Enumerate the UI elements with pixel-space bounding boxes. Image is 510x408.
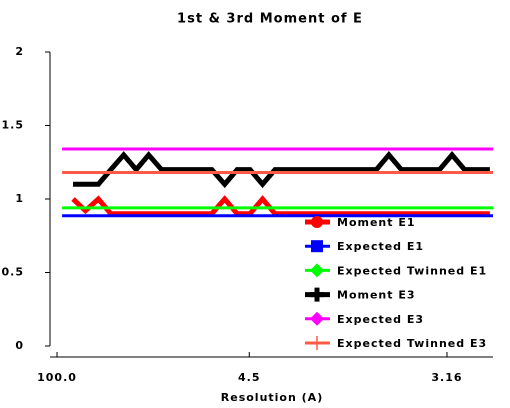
legend-entry: Expected E3: [305, 311, 424, 326]
legend-entry: Expected Twinned E3: [305, 336, 487, 350]
legend-marker: [311, 216, 323, 228]
legend-marker: [311, 240, 323, 253]
legend-label: Expected Twinned E1: [337, 264, 487, 277]
x-tick-label: 4.5: [238, 371, 261, 384]
legend-label: Moment E3: [337, 289, 416, 302]
y-tick-label: 0: [15, 339, 24, 352]
x-axis-label: Resolution (A): [221, 391, 323, 404]
y-tick-label: 0.5: [2, 266, 25, 279]
legend-marker: [310, 287, 324, 302]
series-line: [73, 151, 490, 189]
y-tick-label: 1.5: [2, 119, 25, 132]
legend-entry: Moment E1: [305, 216, 416, 229]
legend-entry: Moment E3: [305, 287, 416, 302]
series-line: [71, 195, 490, 217]
legend-marker: [310, 311, 324, 326]
legend-label: Expected Twinned E3: [337, 337, 487, 350]
x-tick-label: 3.16: [431, 371, 462, 384]
x-tick-label: 100.0: [37, 371, 77, 384]
legend-label: Moment E1: [337, 216, 416, 229]
legend-entry: Expected E1: [305, 240, 424, 253]
y-tick-label: 1: [15, 192, 24, 205]
y-tick-label: 2: [15, 45, 24, 58]
legend-entry: Expected Twinned E1: [305, 263, 487, 278]
legend-marker: [310, 263, 324, 278]
chart-title: 1st & 3rd Moment of E: [177, 12, 363, 27]
legend-label: Expected E1: [337, 240, 424, 253]
legend-label: Expected E3: [337, 313, 424, 326]
